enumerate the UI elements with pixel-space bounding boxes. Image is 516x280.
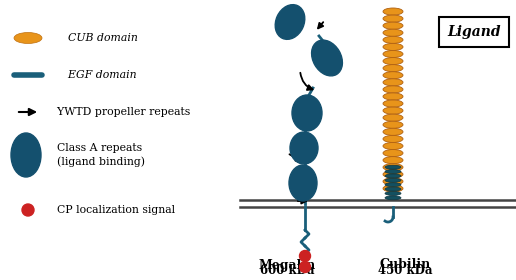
Text: EGF domain: EGF domain: [50, 70, 137, 80]
Ellipse shape: [385, 196, 401, 200]
Ellipse shape: [290, 132, 318, 164]
Ellipse shape: [292, 95, 322, 131]
Ellipse shape: [383, 50, 403, 57]
Ellipse shape: [385, 178, 401, 182]
Ellipse shape: [312, 40, 343, 76]
Ellipse shape: [383, 72, 403, 79]
Ellipse shape: [385, 192, 401, 195]
Ellipse shape: [383, 136, 403, 143]
Text: YWTD propeller repeats: YWTD propeller repeats: [50, 107, 190, 117]
Ellipse shape: [385, 165, 401, 169]
Ellipse shape: [385, 170, 401, 174]
Ellipse shape: [383, 57, 403, 65]
Ellipse shape: [383, 143, 403, 150]
Text: Ligand: Ligand: [447, 25, 501, 39]
Ellipse shape: [383, 185, 403, 192]
Text: 450 kDa: 450 kDa: [378, 263, 432, 277]
Text: (ligand binding): (ligand binding): [50, 157, 145, 167]
Ellipse shape: [385, 187, 401, 191]
FancyBboxPatch shape: [439, 17, 509, 47]
Ellipse shape: [383, 86, 403, 93]
Ellipse shape: [385, 183, 401, 187]
Text: CUB domain: CUB domain: [50, 33, 138, 43]
Ellipse shape: [383, 65, 403, 72]
Ellipse shape: [11, 133, 41, 177]
Ellipse shape: [383, 8, 403, 15]
Text: Class A repeats: Class A repeats: [50, 143, 142, 153]
Text: 600 kDa: 600 kDa: [260, 263, 314, 277]
Text: CP localization signal: CP localization signal: [50, 205, 175, 215]
Ellipse shape: [383, 36, 403, 43]
Ellipse shape: [14, 32, 42, 43]
Ellipse shape: [385, 174, 401, 178]
Ellipse shape: [275, 5, 305, 39]
Text: Cubilin: Cubilin: [379, 258, 431, 272]
Ellipse shape: [383, 107, 403, 114]
Circle shape: [22, 204, 34, 216]
Ellipse shape: [383, 128, 403, 136]
Ellipse shape: [383, 22, 403, 29]
Ellipse shape: [383, 114, 403, 121]
Ellipse shape: [383, 157, 403, 164]
Ellipse shape: [383, 100, 403, 107]
Ellipse shape: [383, 178, 403, 185]
Ellipse shape: [383, 79, 403, 86]
Ellipse shape: [383, 43, 403, 50]
Ellipse shape: [383, 164, 403, 171]
Ellipse shape: [383, 29, 403, 36]
Circle shape: [299, 251, 311, 262]
Ellipse shape: [383, 93, 403, 100]
Circle shape: [299, 262, 311, 272]
Text: Megalin: Megalin: [259, 258, 316, 272]
Ellipse shape: [383, 171, 403, 178]
Ellipse shape: [289, 165, 317, 201]
Ellipse shape: [383, 150, 403, 157]
Ellipse shape: [383, 121, 403, 128]
Ellipse shape: [383, 15, 403, 22]
